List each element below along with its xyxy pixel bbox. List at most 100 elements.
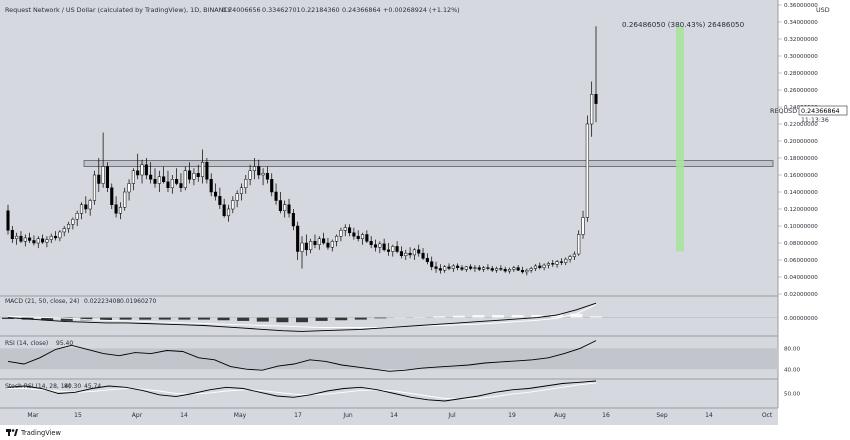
y-tick-label: 0.02000000 — [784, 292, 818, 298]
macd-histogram-bar — [276, 317, 289, 323]
candle-body — [477, 267, 481, 270]
candle-body — [378, 243, 382, 248]
candle-body — [369, 241, 373, 245]
candle-body — [360, 234, 365, 239]
macd-line — [7, 302, 597, 332]
candle-body — [226, 208, 231, 217]
candle-body — [110, 187, 114, 205]
candle-body — [239, 187, 244, 194]
x-tick-label: Aug — [554, 412, 566, 419]
rsi-value: 95.40 — [56, 340, 73, 347]
candle-body — [343, 227, 347, 231]
price-tag-countdown: 11:13:36 — [801, 117, 829, 124]
y-tick-label: 0.26000000 — [784, 88, 818, 94]
price-axis-panel — [778, 0, 850, 440]
macd-histogram-bar — [237, 317, 250, 321]
candle-body — [32, 240, 36, 244]
candle-body — [309, 241, 313, 251]
candle-body — [213, 191, 218, 197]
macd-histogram-bar — [315, 317, 328, 321]
stoch-y-tick-label: 50.00 — [784, 392, 800, 398]
stoch-k-line — [7, 380, 597, 402]
candle-body — [430, 261, 434, 268]
x-tick-label: 14 — [180, 412, 188, 419]
candle-body — [283, 204, 287, 211]
candle-body — [551, 263, 555, 265]
candle-body — [412, 249, 416, 256]
candle-body — [520, 269, 525, 273]
candle-body — [482, 267, 486, 270]
macd-histogram-bar — [139, 317, 152, 320]
candle-body — [339, 230, 343, 237]
candle-body — [123, 191, 127, 208]
macd-histogram-bar — [41, 317, 54, 321]
macd-histogram-bar — [158, 317, 171, 320]
candle-body — [507, 269, 512, 272]
candle-body — [196, 173, 200, 177]
candle-body — [105, 166, 109, 188]
candle-body — [434, 266, 438, 269]
candle-body — [36, 238, 40, 244]
candle-body — [542, 264, 546, 268]
candle-body — [356, 235, 360, 239]
price-tag-price: 0.24366864 — [801, 107, 840, 115]
candle-body — [525, 269, 529, 273]
candle-body — [75, 213, 79, 220]
currency-label[interactable]: USD — [816, 6, 830, 14]
candle-body — [594, 94, 598, 104]
x-tick-label: Oct — [762, 412, 773, 419]
candle-body — [114, 204, 118, 214]
candle-body — [118, 207, 122, 214]
brand-name[interactable]: TradingView — [20, 429, 61, 437]
candle-body — [58, 231, 62, 239]
macd-histogram-bar — [335, 317, 348, 321]
resistance-zone — [83, 160, 774, 167]
candle-body — [235, 193, 239, 201]
candle-body — [45, 239, 49, 243]
candle-body — [326, 242, 330, 248]
macd-histogram-bar — [531, 315, 544, 318]
candle-body — [486, 267, 490, 269]
y-tick-label: 0.10000000 — [784, 224, 818, 230]
ohlc-open: 0.24006656 — [222, 6, 261, 14]
candle-body — [425, 258, 429, 262]
ohlc-close: 0.24366864 — [342, 6, 381, 14]
rsi-title: RSI (14, close) — [5, 340, 48, 347]
candle-body — [464, 266, 468, 270]
macd-histogram-bar — [178, 317, 191, 320]
candle-body — [382, 243, 386, 251]
candle-body — [6, 210, 10, 231]
candle-body — [533, 265, 538, 269]
candle-body — [559, 261, 563, 263]
candle-body — [201, 162, 205, 177]
candle-body — [66, 224, 71, 229]
rsi-line — [7, 340, 597, 372]
candle-body — [499, 268, 503, 270]
price-tag-box — [798, 105, 848, 116]
candle-body — [296, 225, 300, 252]
macd-value-1: 0.02223408 — [84, 298, 120, 305]
candle-body — [443, 266, 447, 271]
candle-body — [503, 269, 507, 272]
macd-histogram-bar — [413, 316, 426, 318]
ohlc-change: +0.00268924 (+1.12%) — [383, 6, 460, 14]
candle-body — [291, 213, 295, 227]
macd-y-tick-label: 0.00000000 — [784, 316, 818, 322]
y-tick-label: 0.06000000 — [784, 258, 818, 264]
candle-body — [456, 265, 460, 268]
tradingview-logo-icon[interactable] — [6, 429, 18, 436]
rsi-band — [0, 348, 778, 370]
x-tick-label: 19 — [508, 412, 516, 419]
candle-body — [144, 164, 148, 176]
y-tick-label: 0.18000000 — [784, 156, 818, 162]
candle-body — [322, 238, 326, 244]
candle-body — [447, 266, 451, 269]
candle-body — [183, 170, 187, 188]
candle-body — [417, 249, 421, 254]
candle-body — [317, 238, 321, 245]
candle-body — [516, 267, 520, 271]
candle-body — [529, 268, 533, 271]
stoch-d-line — [8, 382, 597, 400]
